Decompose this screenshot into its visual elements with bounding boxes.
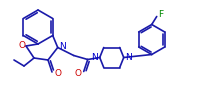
Text: N: N (91, 53, 98, 62)
Text: N: N (125, 53, 132, 62)
Text: O: O (74, 69, 81, 78)
Text: N: N (59, 42, 66, 51)
Text: O: O (19, 40, 26, 49)
Text: F: F (158, 10, 163, 19)
Text: O: O (54, 70, 62, 78)
